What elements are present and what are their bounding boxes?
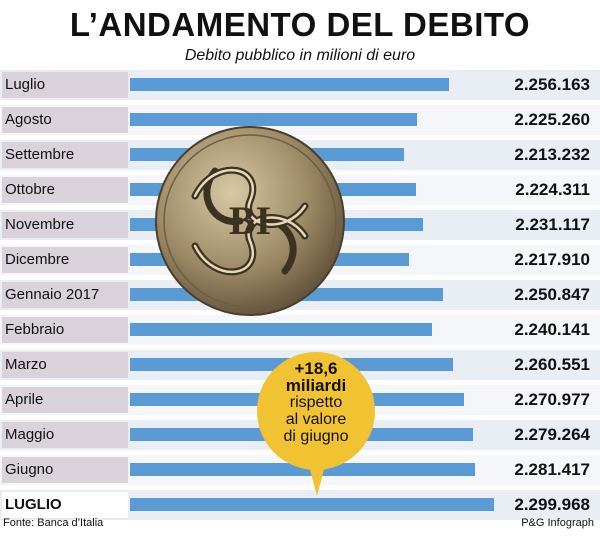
value-label: 2.260.551 [514,355,590,374]
callout-amount: +18,6 [294,359,338,378]
callout-unit: miliardi [285,376,347,395]
callout-text-3: di giugno [283,428,349,445]
value-label: 2.225.260 [514,110,590,129]
category-label: Dicembre [2,247,128,273]
category-label: Gennaio 2017 [2,282,128,308]
callout-text-1: rispetto [289,394,343,411]
chart-subtitle: Debito pubblico in milioni di euro [184,47,416,64]
value-label: 2.224.311 [515,180,590,199]
category-label: LUGLIO [2,492,128,518]
value-label: 2.217.910 [514,250,590,269]
category-label: Settembre [2,142,128,168]
bar-1 [130,113,417,126]
credit-note: P&G Infograph [521,517,594,529]
callout-pointer [308,462,326,496]
callout-bubble: +18,6 miliardi rispetto al valore di giu… [257,352,375,470]
bank-of-italy-coin-icon: BI [155,126,345,316]
value-label: 2.250.847 [514,285,590,304]
category-label: Agosto [2,107,128,133]
bar-12 [130,498,495,511]
value-label: 2.231.117 [515,215,590,234]
value-label: 2.256.163 [514,75,590,94]
callout-text-2: al valore [285,411,347,428]
bar-7 [130,323,433,336]
value-label: 2.240.141 [514,320,590,339]
category-label: Ottobre [2,177,128,203]
category-label: Marzo [2,352,128,378]
category-label: Aprile [2,387,128,413]
category-label: Maggio [2,422,128,448]
category-label: Luglio [2,72,128,98]
chart-title: L’ANDAMENTO DEL DEBITO [69,6,531,43]
bar-0 [130,78,449,91]
value-label: 2.270.977 [514,390,590,409]
value-label: 2.279.264 [514,425,590,444]
source-note: Fonte: Banca d’Italia [3,517,104,529]
category-label: Giugno [2,457,128,483]
value-label: 2.213.232 [514,145,590,164]
value-label: 2.299.968 [514,495,590,514]
bar-11 [130,463,475,476]
category-label: Febbraio [2,317,128,343]
category-label: Novembre [2,212,128,238]
value-label: 2.281.417 [514,460,590,479]
svg-text:BI: BI [229,198,271,243]
